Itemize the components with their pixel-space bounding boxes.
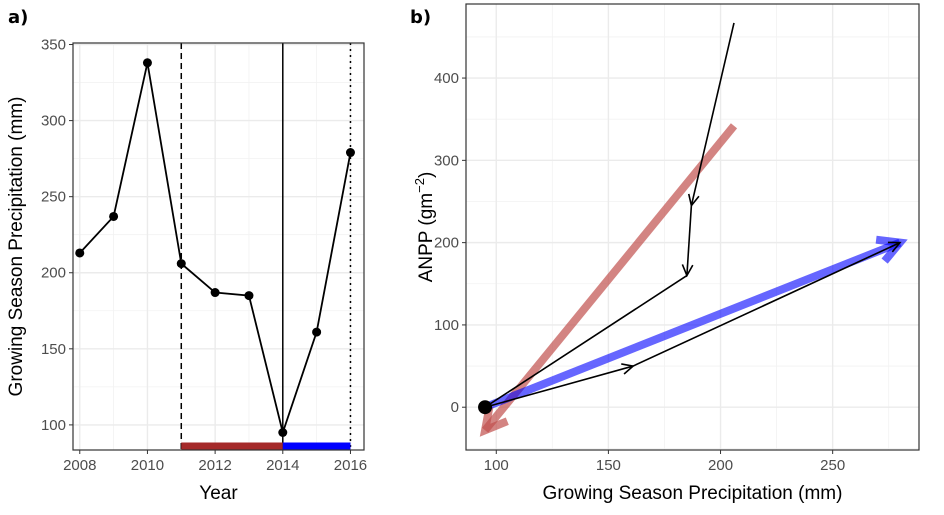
path-segment xyxy=(690,22,735,206)
panel-label: b) xyxy=(410,7,431,28)
y-tick-label: 300 xyxy=(41,113,66,130)
x-axis-label: Growing Season Precipitation (mm) xyxy=(543,483,843,504)
y-tick-label: 350 xyxy=(41,37,66,54)
x-tick-label: 2010 xyxy=(131,457,164,474)
y-tick-label: 100 xyxy=(41,417,66,434)
trend-arrow-line xyxy=(483,238,902,411)
trend-arrowhead xyxy=(479,405,509,437)
y-axis-label-main: ANPP (gm xyxy=(416,193,437,282)
y-tick-label: 200 xyxy=(41,265,66,282)
x-tick-label: 2012 xyxy=(198,457,231,474)
x-tick-label: 2016 xyxy=(334,457,367,474)
y-axis-label: ANPP (gm−2) xyxy=(412,172,437,283)
data-point xyxy=(210,288,220,298)
y-axis-label: Growing Season Precipitation (mm) xyxy=(6,97,27,397)
plot-border xyxy=(465,3,920,451)
y-axis-label-superscript: −2 xyxy=(412,178,427,193)
y-tick-label: 0 xyxy=(451,399,459,416)
plot-border xyxy=(72,42,365,451)
panel-label: a) xyxy=(8,7,28,28)
y-tick-label: 300 xyxy=(434,152,459,169)
data-point xyxy=(312,327,322,337)
x-tick-label: 100 xyxy=(484,457,509,474)
x-tick-label: 200 xyxy=(708,457,733,474)
start-point xyxy=(478,400,493,415)
data-point xyxy=(176,259,186,269)
path-segment xyxy=(686,205,693,276)
path-arrowhead xyxy=(887,241,902,253)
data-point xyxy=(109,211,119,221)
y-tick-label: 400 xyxy=(434,70,459,87)
x-axis-label: Year xyxy=(199,483,238,504)
y-tick-label: 200 xyxy=(434,235,459,252)
data-point xyxy=(244,291,254,301)
x-tick-label: 150 xyxy=(596,457,621,474)
trend-arrow-line xyxy=(481,123,738,433)
data-point xyxy=(75,248,85,258)
x-tick-label: 2014 xyxy=(266,457,299,474)
path-segment xyxy=(484,365,634,408)
path-segment xyxy=(484,274,688,408)
y-tick-label: 250 xyxy=(41,189,66,206)
y-tick-label: 100 xyxy=(434,317,459,334)
data-point xyxy=(142,58,152,68)
data-point xyxy=(278,428,288,438)
x-tick-label: 250 xyxy=(820,457,845,474)
y-axis-label-end: ) xyxy=(416,172,437,178)
y-tick-label: 150 xyxy=(41,341,66,358)
x-tick-label: 2008 xyxy=(63,457,96,474)
data-point xyxy=(345,148,355,158)
path-segment xyxy=(632,241,901,367)
